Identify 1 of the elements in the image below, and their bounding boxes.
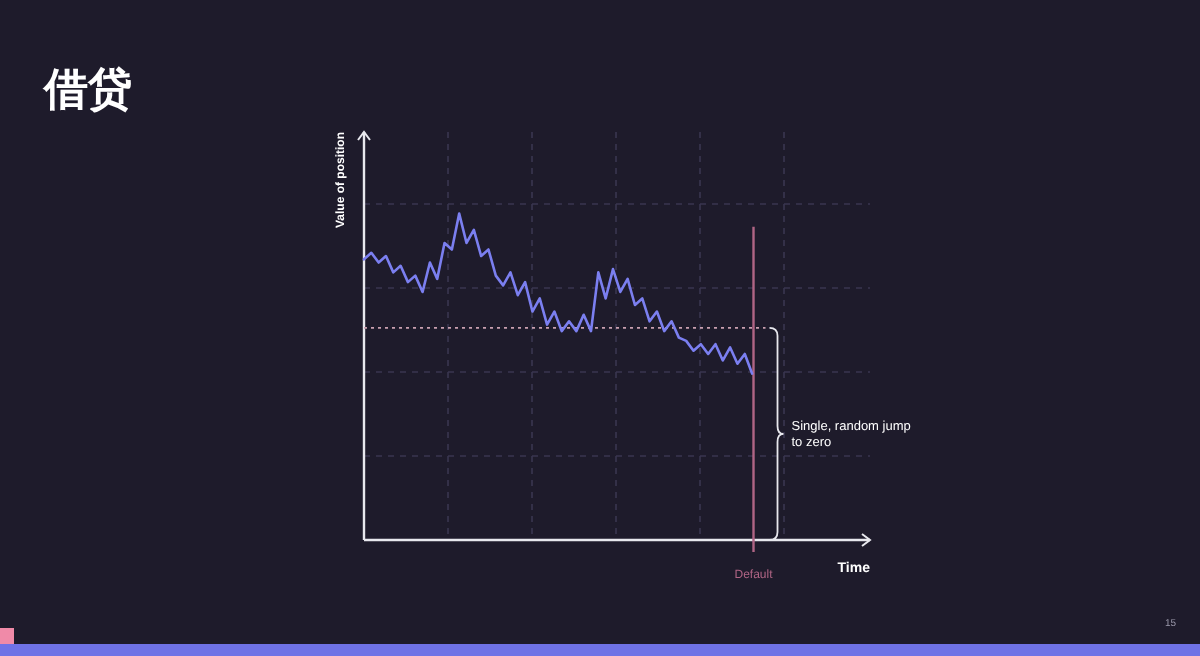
chart-title: 借贷	[42, 64, 132, 114]
